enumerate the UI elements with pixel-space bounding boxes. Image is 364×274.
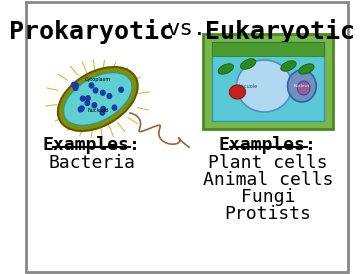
Text: Prokaryotic: Prokaryotic xyxy=(9,19,174,44)
Ellipse shape xyxy=(58,67,138,131)
Circle shape xyxy=(101,107,106,112)
Circle shape xyxy=(89,83,94,88)
Text: Vacuole: Vacuole xyxy=(239,84,258,89)
Text: Examples:: Examples: xyxy=(219,136,317,154)
Circle shape xyxy=(100,110,105,115)
Circle shape xyxy=(93,88,98,93)
FancyBboxPatch shape xyxy=(212,42,324,121)
Ellipse shape xyxy=(63,73,132,125)
Text: Nucleoid: Nucleoid xyxy=(87,107,108,113)
FancyBboxPatch shape xyxy=(212,42,324,56)
Ellipse shape xyxy=(281,61,296,71)
Circle shape xyxy=(112,105,117,110)
Circle shape xyxy=(80,96,85,101)
Text: vs.: vs. xyxy=(167,19,207,39)
Circle shape xyxy=(86,96,90,101)
Circle shape xyxy=(297,81,310,95)
Text: Nucleus: Nucleus xyxy=(294,84,310,88)
Circle shape xyxy=(78,107,83,112)
Circle shape xyxy=(101,106,106,112)
Text: Fungi: Fungi xyxy=(241,188,295,206)
Text: Cytoplasm: Cytoplasm xyxy=(85,76,111,81)
Circle shape xyxy=(119,87,123,92)
Circle shape xyxy=(85,101,90,105)
Circle shape xyxy=(288,70,316,102)
Ellipse shape xyxy=(218,64,233,74)
Circle shape xyxy=(74,83,78,88)
Text: Animal cells: Animal cells xyxy=(203,171,333,189)
Ellipse shape xyxy=(299,64,314,74)
Text: Bacteria: Bacteria xyxy=(48,154,135,172)
FancyBboxPatch shape xyxy=(203,34,333,129)
Ellipse shape xyxy=(241,59,256,69)
Circle shape xyxy=(71,82,76,87)
FancyBboxPatch shape xyxy=(26,2,348,272)
Text: Plant cells: Plant cells xyxy=(208,154,328,172)
Circle shape xyxy=(80,106,84,111)
Ellipse shape xyxy=(237,60,292,112)
Ellipse shape xyxy=(229,85,245,99)
Circle shape xyxy=(107,93,112,99)
Text: Examples:: Examples: xyxy=(43,136,141,154)
Text: Protists: Protists xyxy=(224,205,311,223)
Circle shape xyxy=(92,103,96,108)
Circle shape xyxy=(100,90,105,95)
Circle shape xyxy=(74,85,78,90)
Text: Eukaryotic: Eukaryotic xyxy=(205,19,355,44)
